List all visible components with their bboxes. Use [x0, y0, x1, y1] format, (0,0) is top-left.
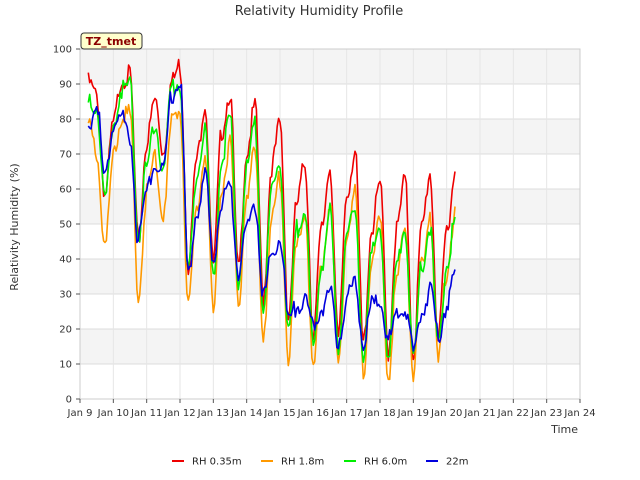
x-tick-label: Jan 19 — [397, 408, 429, 419]
x-tick-label: Jan 16 — [297, 408, 329, 419]
y-tick-label: 90 — [59, 80, 72, 91]
x-tick-label: Jan 23 — [530, 408, 562, 419]
legend-label: 22m — [446, 457, 468, 468]
y-tick-label: 0 — [66, 395, 72, 406]
x-tick-label: Jan 20 — [430, 408, 462, 419]
x-tick-label: Jan 17 — [330, 408, 362, 419]
legend: RH 0.35m RH 1.8m RH 6.0m 22m — [172, 457, 468, 468]
y-tick-label: 70 — [59, 150, 72, 161]
plot-band — [80, 294, 580, 329]
plot-band — [80, 84, 580, 119]
legend-label: RH 1.8m — [281, 457, 324, 468]
x-tick-label: Jan 13 — [197, 408, 229, 419]
series-line-22m — [87, 83, 456, 352]
y-tick-label: 20 — [59, 325, 72, 336]
plot-band — [80, 364, 580, 399]
y-tick-label: 50 — [59, 220, 72, 231]
x-tick-label: Jan 11 — [130, 408, 162, 419]
y-tick-label: 10 — [59, 360, 72, 371]
x-tick-label: Jan 14 — [230, 408, 262, 419]
series-line-rh-6-0m — [87, 76, 456, 364]
y-tick-label: 30 — [59, 290, 72, 301]
y-tick-label: 80 — [59, 115, 72, 126]
station-badge-label: TZ_tmet — [86, 35, 136, 48]
y-tick-label: 40 — [59, 255, 72, 266]
x-tick-label: Jan 18 — [363, 408, 395, 419]
series-line-rh-0-35m — [87, 58, 456, 362]
x-tick-label: Jan 12 — [163, 408, 195, 419]
series-layer — [87, 58, 456, 383]
x-axis-label: Time — [550, 423, 578, 436]
plot-band — [80, 329, 580, 364]
plot-band — [80, 119, 580, 154]
x-axis: Jan 9 Jan 10 Jan 11 Jan 12 Jan 13 Jan 14 Jan 1… — [67, 399, 596, 419]
plot-band — [80, 49, 580, 84]
station-badge: TZ_tmet — [80, 32, 143, 50]
legend-label: RH 6.0m — [364, 457, 407, 468]
station-badge-box — [80, 32, 143, 50]
x-tick-label: Jan 22 — [497, 408, 529, 419]
x-tick-label: Jan 9 — [67, 408, 93, 419]
x-tick-label: Jan 10 — [97, 408, 129, 419]
x-tick-label: Jan 24 — [563, 408, 595, 419]
x-tick-label: Jan 15 — [263, 408, 295, 419]
y-tick-label: 100 — [53, 45, 72, 56]
chart-title: Relativity Humidity Profile — [235, 4, 403, 19]
legend-label: RH 0.35m — [192, 457, 242, 468]
y-axis-label: Relativity Humidity (%) — [8, 163, 21, 290]
x-tick-label: Jan 21 — [463, 408, 495, 419]
y-tick-label: 60 — [59, 185, 72, 196]
plot-band — [80, 224, 580, 259]
y-axis: 0 10 20 30 40 50 60 70 80 90 100 — [53, 45, 80, 406]
